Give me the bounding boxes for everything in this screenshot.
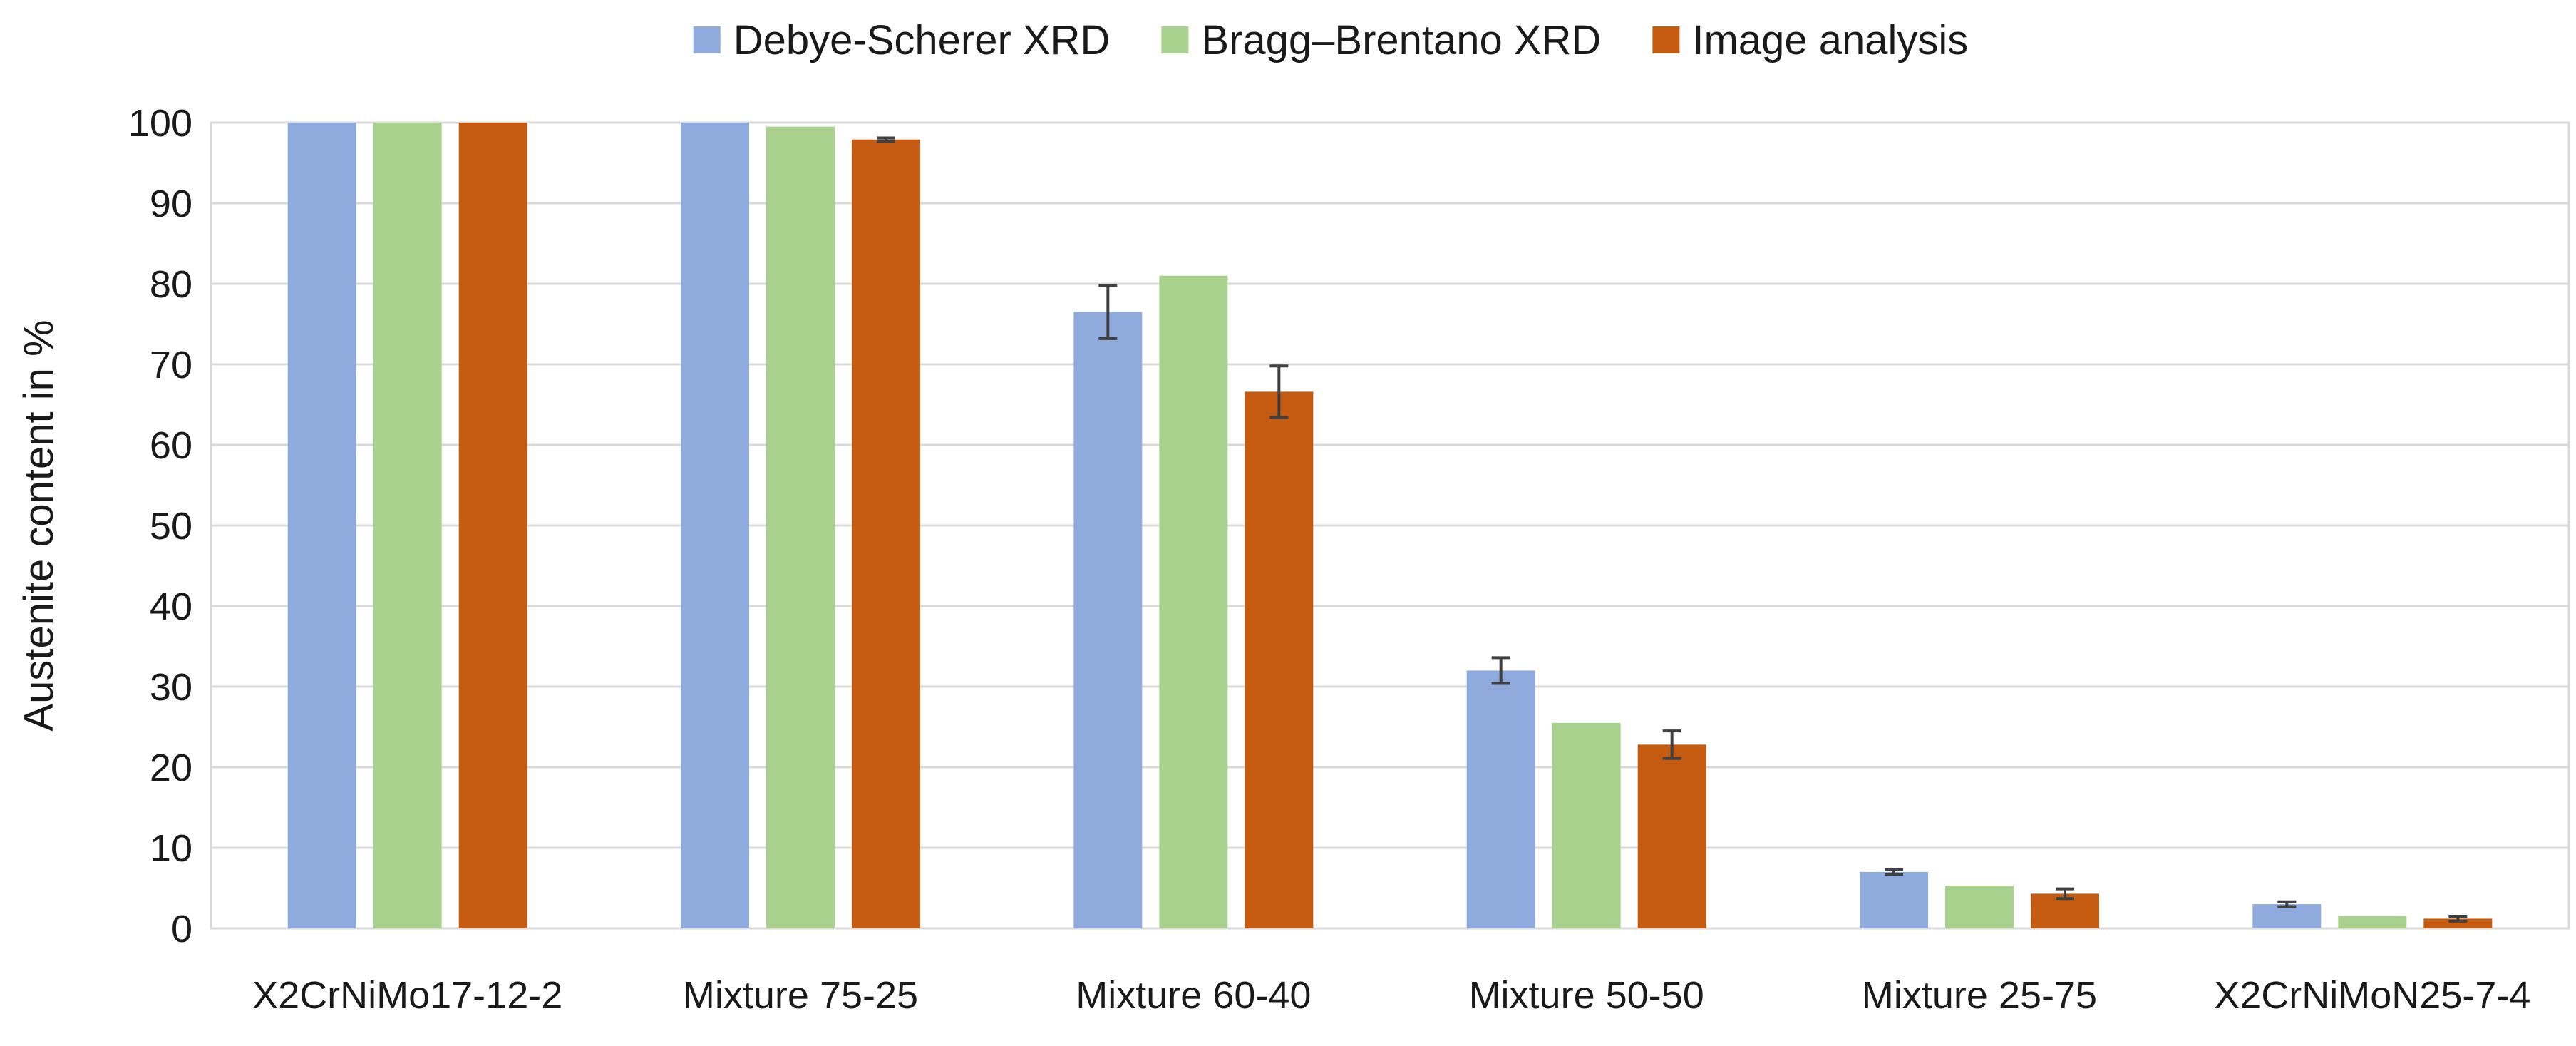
error-bars — [877, 136, 2468, 923]
axes: 0 10 20 30 40 50 60 70 80 90 100 X2CrNiMo17-12-2 Mix… — [16, 102, 2530, 1017]
y-tick-label: 30 — [150, 666, 192, 709]
bar-debye-scherer-xrd-4 — [1860, 871, 1928, 928]
bar-debye-scherer-xrd-3 — [1466, 670, 1535, 928]
x-tick-label: X2CrNiMo17-12-2 — [252, 974, 562, 1017]
x-tick-label: X2CrNiMoN25-7-4 — [2214, 974, 2530, 1017]
x-tick-label: Mixture 50-50 — [1469, 974, 1704, 1017]
legend-swatch — [1161, 26, 1189, 53]
y-tick-label: 100 — [128, 102, 192, 145]
bar-marks — [287, 123, 2493, 929]
legend-item-2: Image analysis — [1652, 17, 1968, 63]
y-tick-label: 90 — [150, 183, 192, 225]
y-tick-label: 50 — [150, 505, 192, 548]
bar-bragg-brentano-xrd-0 — [373, 123, 442, 928]
bar-image-analysis-1 — [852, 139, 920, 929]
legend: Debye-Scherer XRD Bragg–Brentano XRD Image… — [693, 17, 1968, 63]
legend-swatch — [693, 26, 721, 53]
bar-bragg-brentano-xrd-2 — [1159, 275, 1228, 928]
bar-debye-scherer-xrd-2 — [1073, 312, 1143, 928]
legend-label: Debye-Scherer XRD — [733, 17, 1111, 63]
x-tick-label: Mixture 75-25 — [683, 974, 918, 1017]
y-tick-label: 70 — [150, 344, 192, 386]
y-tick-label: 40 — [150, 585, 192, 628]
bar-bragg-brentano-xrd-1 — [766, 126, 835, 928]
y-tick-label: 60 — [150, 424, 192, 467]
bar-debye-scherer-xrd-1 — [681, 123, 749, 928]
bar-image-analysis-5 — [2423, 918, 2493, 928]
bar-image-analysis-2 — [1245, 391, 1314, 928]
bar-bragg-brentano-xrd-3 — [1552, 722, 1621, 928]
legend-label: Bragg–Brentano XRD — [1201, 17, 1601, 63]
gridlines — [210, 121, 2570, 930]
y-tick-label: 80 — [150, 263, 192, 306]
bar-image-analysis-0 — [458, 123, 527, 928]
y-axis-title: Austenite content in % — [16, 319, 62, 731]
legend-item-1: Bragg–Brentano XRD — [1161, 17, 1601, 63]
legend-swatch — [1652, 26, 1680, 53]
y-tick-label: 20 — [150, 747, 192, 789]
bar-bragg-brentano-xrd-5 — [2338, 916, 2407, 928]
y-tick-label: 10 — [150, 827, 192, 870]
x-tick-label: Mixture 60-40 — [1076, 974, 1311, 1017]
bar-image-analysis-3 — [1637, 744, 1706, 928]
y-tick-label: 0 — [171, 908, 192, 950]
bar-debye-scherer-xrd-0 — [287, 123, 356, 928]
legend-label: Image analysis — [1692, 17, 1968, 63]
bar-bragg-brentano-xrd-4 — [1945, 886, 2014, 928]
x-tick-label: Mixture 25-75 — [1862, 974, 2097, 1017]
bar-debye-scherer-xrd-5 — [2252, 904, 2322, 928]
legend-item-0: Debye-Scherer XRD — [693, 17, 1111, 63]
